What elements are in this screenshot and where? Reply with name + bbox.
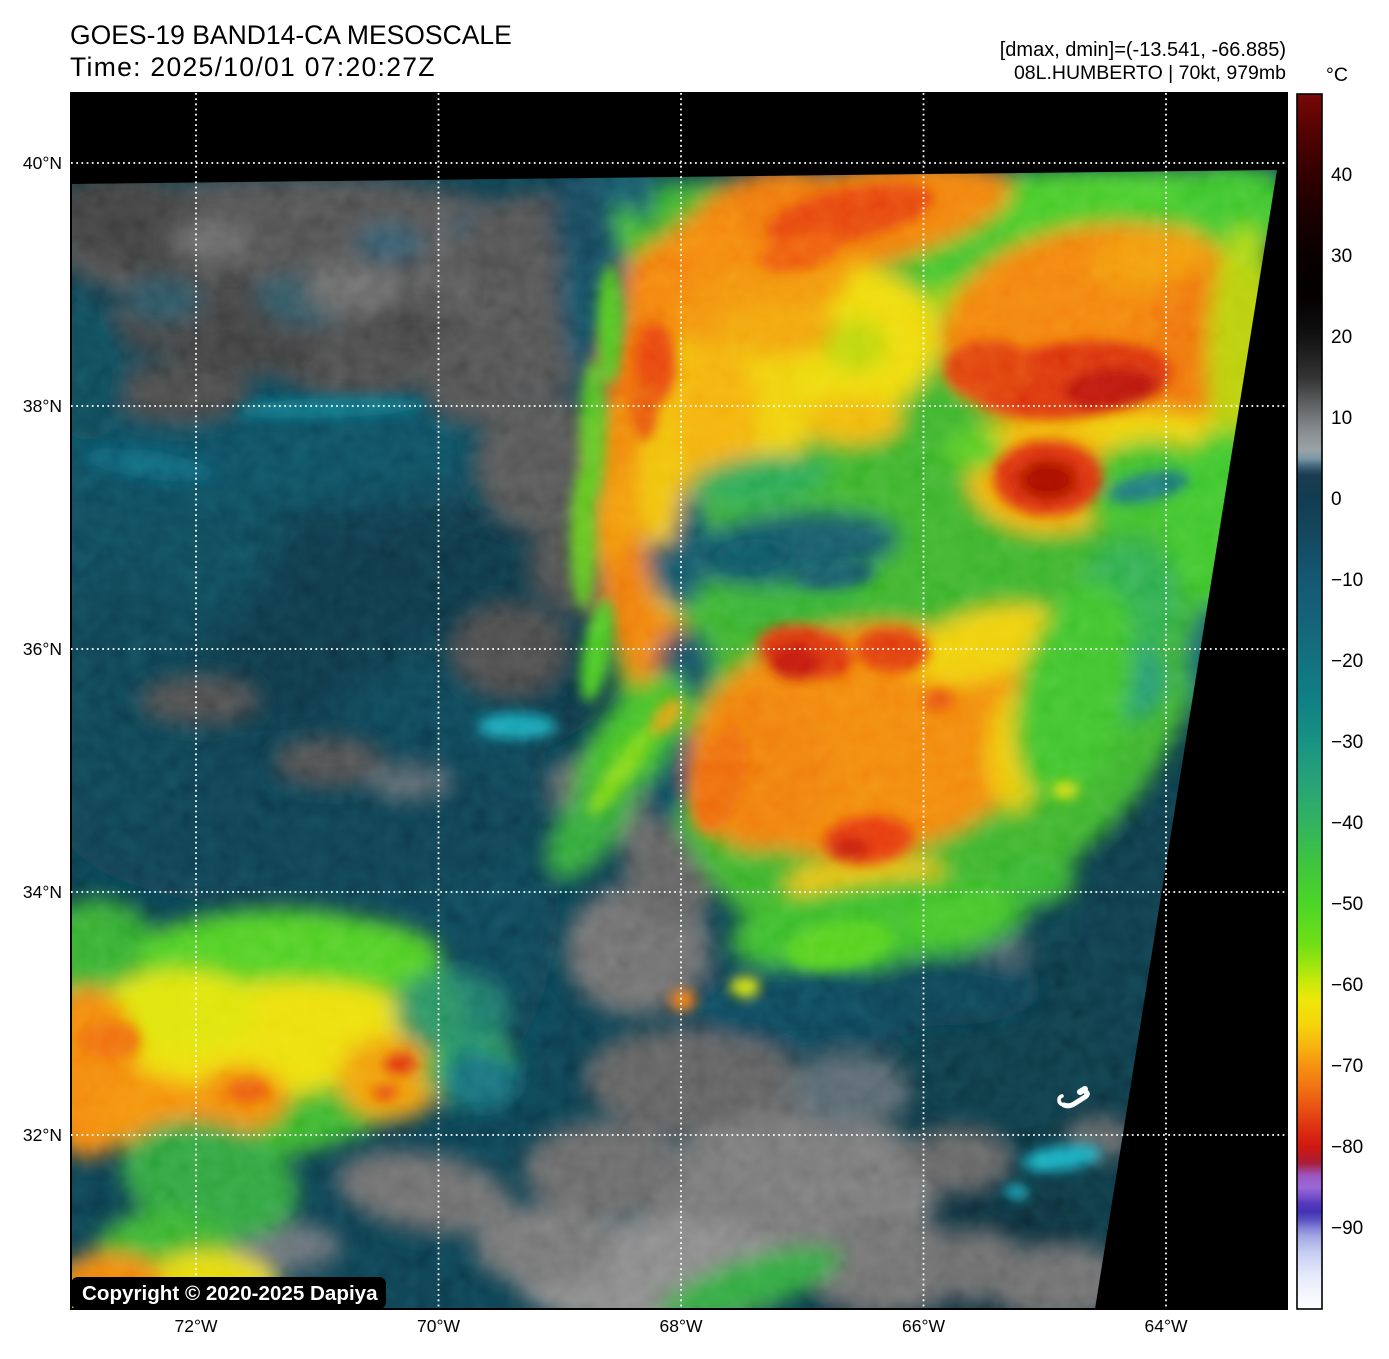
- svg-text:Copyright © 2020-2025 Dapiya: Copyright © 2020-2025 Dapiya: [82, 1282, 378, 1305]
- svg-text:30: 30: [1331, 246, 1352, 267]
- svg-text:[dmax, dmin]=(-13.541, -66.885: [dmax, dmin]=(-13.541, -66.885): [1000, 39, 1286, 61]
- svg-text:−60: −60: [1331, 975, 1363, 996]
- svg-text:−10: −10: [1331, 570, 1363, 591]
- svg-text:38°N: 38°N: [23, 396, 62, 416]
- svg-text:−80: −80: [1331, 1137, 1363, 1158]
- svg-text:−40: −40: [1331, 813, 1363, 834]
- svg-text:32°N: 32°N: [23, 1125, 62, 1145]
- svg-text:20: 20: [1331, 327, 1352, 348]
- svg-text:40: 40: [1331, 165, 1352, 186]
- svg-text:−90: −90: [1331, 1218, 1363, 1239]
- svg-text:−20: −20: [1331, 651, 1363, 672]
- svg-text:40°N: 40°N: [23, 153, 62, 173]
- svg-text:64°W: 64°W: [1145, 1316, 1188, 1336]
- svg-text:0: 0: [1331, 489, 1342, 510]
- svg-text:−50: −50: [1331, 894, 1363, 915]
- svg-text:72°W: 72°W: [175, 1316, 218, 1336]
- svg-text:Time: 2025/10/01 07:20:27Z: Time: 2025/10/01 07:20:27Z: [70, 52, 436, 82]
- svg-text:36°N: 36°N: [23, 639, 62, 659]
- svg-text:66°W: 66°W: [902, 1316, 945, 1336]
- svg-text:34°N: 34°N: [23, 882, 62, 902]
- svg-text:−30: −30: [1331, 732, 1363, 753]
- svg-text:70°W: 70°W: [417, 1316, 460, 1336]
- svg-text:−70: −70: [1331, 1056, 1363, 1077]
- svg-text:10: 10: [1331, 408, 1352, 429]
- svg-text:GOES-19 BAND14-CA MESOSCALE: GOES-19 BAND14-CA MESOSCALE: [70, 20, 512, 50]
- svg-text:°C: °C: [1326, 64, 1348, 86]
- svg-text:68°W: 68°W: [660, 1316, 703, 1336]
- svg-text:08L.HUMBERTO | 70kt, 979mb: 08L.HUMBERTO | 70kt, 979mb: [1014, 62, 1286, 84]
